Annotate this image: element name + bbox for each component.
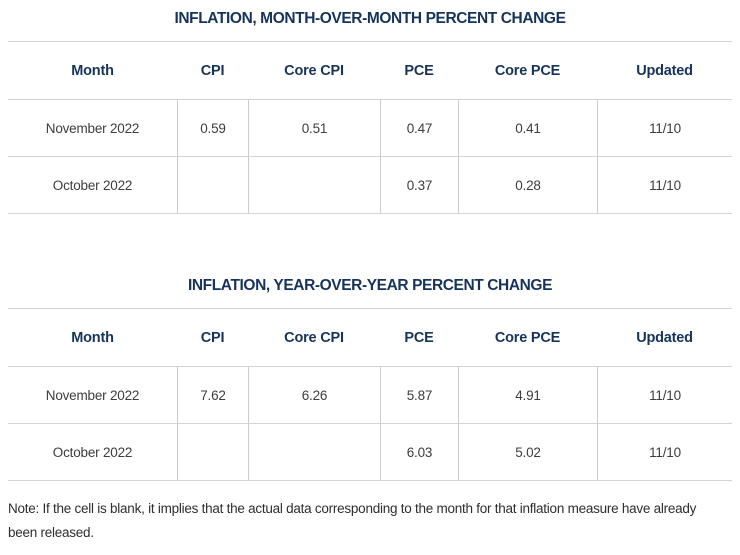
table-title-year-over-year: INFLATION, YEAR-OVER-YEAR PERCENT CHANGE — [187, 277, 553, 294]
table-title-month-over-month: INFLATION, MONTH-OVER-MONTH PERCENT CHAN… — [174, 10, 566, 27]
cell-pce: 5.87 — [380, 367, 458, 423]
column-header-pce: PCE — [404, 329, 434, 346]
cell-updated: 11/10 — [597, 100, 732, 156]
cell-core-pce: 4.91 — [458, 367, 597, 423]
cell-core-pce: 5.02 — [458, 424, 597, 480]
column-header-core-cpi: Core CPI — [284, 329, 344, 346]
cell-core-pce: 0.41 — [458, 100, 597, 156]
cell-core-pce: 0.28 — [458, 157, 597, 213]
cell-core-cpi: 0.51 — [248, 100, 380, 156]
table-row-october-2022: October 2022 6.03 5.02 11/10 — [8, 423, 732, 480]
column-header-core-pce: Core PCE — [494, 329, 561, 346]
column-header-core-pce: Core PCE — [494, 62, 561, 79]
cell-core-cpi — [248, 157, 380, 213]
column-header-updated: Updated — [636, 62, 693, 79]
table-row-november-2022: November 2022 7.62 6.26 5.87 4.91 11/10 — [8, 367, 732, 423]
cell-updated: 11/10 — [597, 157, 732, 213]
cell-core-cpi: 6.26 — [248, 367, 380, 423]
table-header-row: Month CPI Core CPI PCE Core PCE Updated — [8, 42, 732, 100]
column-header-cpi: CPI — [200, 62, 225, 79]
cell-cpi — [177, 424, 248, 480]
cell-updated: 11/10 — [597, 367, 732, 423]
cell-month: October 2022 — [52, 444, 133, 460]
table-row-november-2022: November 2022 0.59 0.51 0.47 0.41 11/10 — [8, 100, 732, 156]
cell-cpi — [177, 157, 248, 213]
table-month-over-month: Month CPI Core CPI PCE Core PCE Updated … — [8, 41, 732, 214]
column-header-pce: PCE — [404, 62, 434, 79]
table-year-over-year: Month CPI Core CPI PCE Core PCE Updated … — [8, 308, 732, 481]
column-header-updated: Updated — [636, 329, 693, 346]
cell-month: October 2022 — [52, 177, 133, 193]
column-header-month: Month — [71, 62, 114, 79]
table-row-october-2022: October 2022 0.37 0.28 11/10 — [8, 156, 732, 213]
note-text: Note: If the cell is blank, it implies t… — [8, 501, 697, 540]
cell-cpi: 7.62 — [177, 367, 248, 423]
column-header-cpi: CPI — [200, 329, 225, 346]
cell-pce: 0.37 — [380, 157, 458, 213]
column-header-month: Month — [71, 329, 114, 346]
cell-core-cpi — [248, 424, 380, 480]
cell-pce: 0.47 — [380, 100, 458, 156]
cell-pce: 6.03 — [380, 424, 458, 480]
cell-cpi: 0.59 — [177, 100, 248, 156]
cell-month: November 2022 — [45, 120, 140, 136]
cell-updated: 11/10 — [597, 424, 732, 480]
table-header-row: Month CPI Core CPI PCE Core PCE Updated — [8, 309, 732, 367]
cell-month: November 2022 — [45, 387, 140, 403]
column-header-core-cpi: Core CPI — [284, 62, 344, 79]
